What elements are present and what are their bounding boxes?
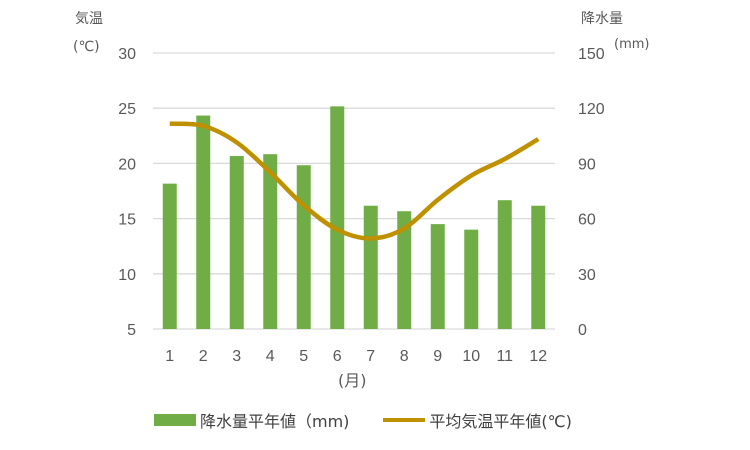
precipitation-bar xyxy=(497,200,512,329)
precipitation-bar xyxy=(430,224,445,329)
x-tick-label: 1 xyxy=(165,348,174,365)
left-axis-title: 気温 xyxy=(75,11,103,27)
x-tick-label: 4 xyxy=(266,348,275,365)
left-tick-label: 20 xyxy=(118,156,136,173)
left-tick-label: 25 xyxy=(118,101,136,118)
right-tick-label: 60 xyxy=(578,212,596,229)
x-tick-label: 11 xyxy=(496,348,513,365)
precipitation-bar xyxy=(196,115,211,329)
right-tick-label: 120 xyxy=(578,101,605,118)
legend-item-precipitation: 降水量平年値（mm) xyxy=(154,408,349,432)
precipitation-bar xyxy=(162,183,177,329)
legend-label-temperature: 平均気温平年値(℃) xyxy=(429,412,572,431)
right-tick-label: 150 xyxy=(578,46,605,63)
x-tick-label: 3 xyxy=(232,348,241,365)
x-axis-title: (月) xyxy=(338,371,367,390)
x-tick-label: 12 xyxy=(529,348,547,365)
right-tick-label: 0 xyxy=(578,322,587,339)
left-tick-label: 15 xyxy=(118,212,136,229)
temperature-line-path xyxy=(169,121,540,241)
bar-swatch-icon xyxy=(154,414,196,426)
right-tick-label: 30 xyxy=(578,267,596,284)
x-tick-label: 9 xyxy=(433,348,442,365)
precipitation-bars xyxy=(162,106,546,329)
legend-label-precipitation: 降水量平年値（mm) xyxy=(200,412,350,431)
left-tick-label: 30 xyxy=(118,46,136,63)
precipitation-bar xyxy=(464,229,479,329)
precipitation-bar xyxy=(296,165,311,329)
x-tick-label: 2 xyxy=(199,348,208,365)
legend-item-temperature: 平均気温平年値(℃) xyxy=(383,408,572,432)
right-axis-title: 降水量 xyxy=(581,11,623,27)
right-tick-label: 90 xyxy=(578,156,596,173)
left-tick-label: 5 xyxy=(127,322,136,339)
precipitation-bar xyxy=(263,154,278,329)
right-axis-unit: (mm) xyxy=(614,37,650,52)
precipitation-bar xyxy=(531,205,546,329)
x-tick-label: 7 xyxy=(366,348,375,365)
precipitation-bar xyxy=(363,205,378,329)
x-tick-label: 10 xyxy=(462,348,480,365)
x-tick-label: 5 xyxy=(299,348,308,365)
precipitation-bar xyxy=(330,106,345,329)
precipitation-bar xyxy=(397,211,412,329)
left-tick-label: 10 xyxy=(118,267,136,284)
legend: 降水量平年値（mm) 平均気温平年値(℃) xyxy=(154,408,606,432)
x-tick-label: 6 xyxy=(333,348,342,365)
left-axis-unit: (℃) xyxy=(73,39,100,55)
line-swatch-icon xyxy=(383,418,426,422)
gridlines xyxy=(153,52,555,330)
temperature-line xyxy=(169,121,540,241)
x-tick-label: 8 xyxy=(400,348,409,365)
precipitation-bar xyxy=(229,156,244,329)
